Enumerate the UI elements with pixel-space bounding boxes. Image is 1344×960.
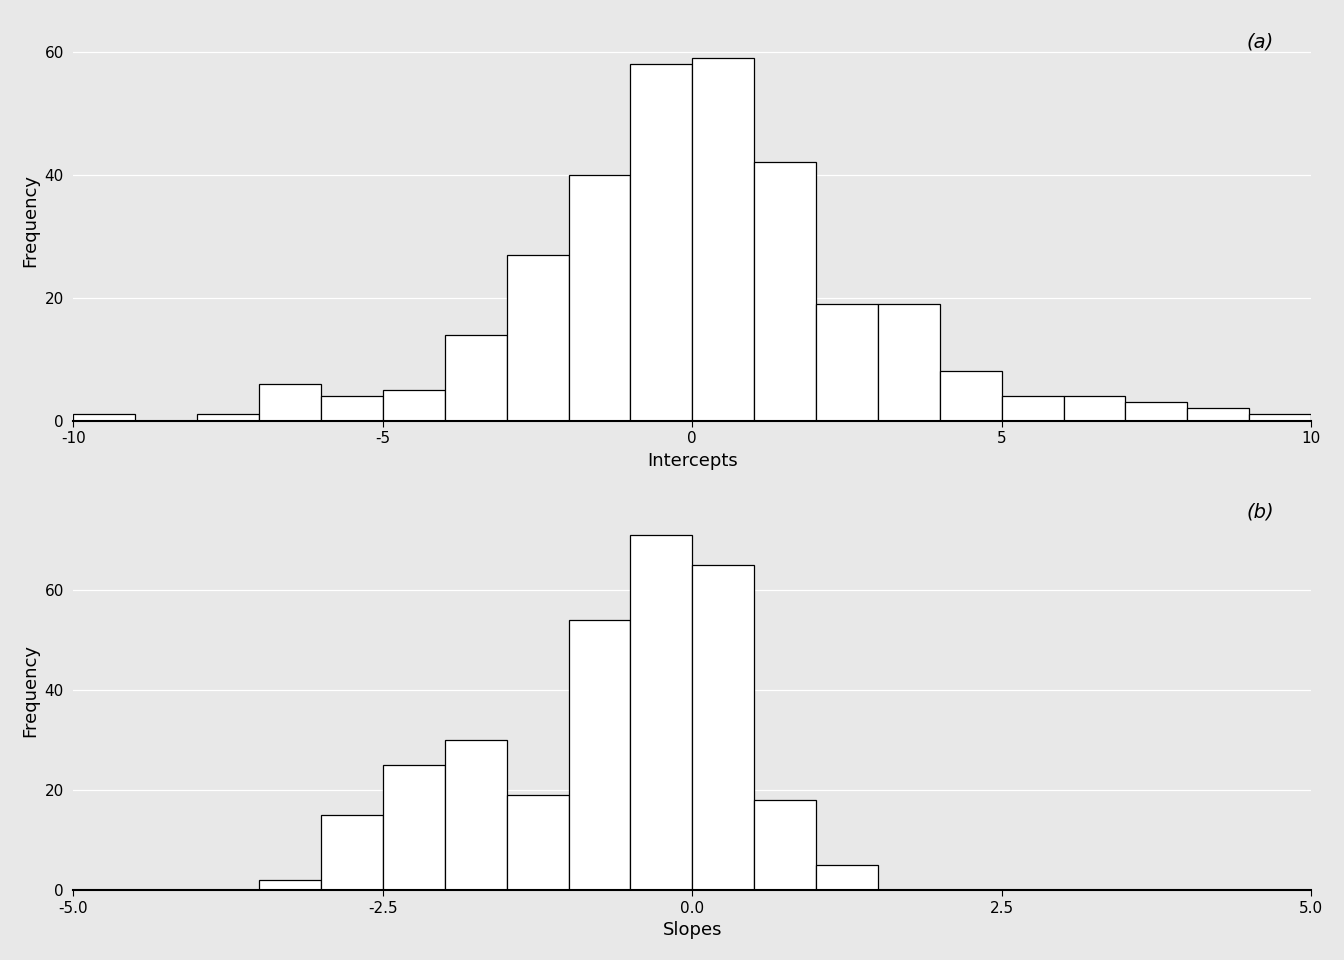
- Y-axis label: Frequency: Frequency: [22, 644, 39, 737]
- Bar: [383, 390, 445, 420]
- Bar: [321, 815, 383, 890]
- Bar: [939, 372, 1001, 420]
- Bar: [1187, 408, 1249, 420]
- Bar: [321, 396, 383, 420]
- Bar: [692, 565, 754, 890]
- Bar: [1063, 396, 1125, 420]
- Bar: [754, 801, 816, 890]
- Bar: [630, 536, 692, 890]
- Bar: [1125, 402, 1187, 420]
- Bar: [569, 620, 630, 890]
- Bar: [445, 334, 507, 420]
- Bar: [507, 254, 569, 420]
- Bar: [1001, 396, 1063, 420]
- Bar: [692, 58, 754, 420]
- X-axis label: Slopes: Slopes: [663, 922, 722, 939]
- Bar: [259, 880, 321, 890]
- Text: (b): (b): [1246, 502, 1274, 521]
- Bar: [74, 415, 136, 420]
- Bar: [445, 740, 507, 890]
- Bar: [383, 765, 445, 890]
- Bar: [816, 303, 878, 420]
- Bar: [569, 175, 630, 420]
- Bar: [878, 303, 939, 420]
- Bar: [754, 162, 816, 420]
- Bar: [259, 384, 321, 420]
- Bar: [507, 795, 569, 890]
- Bar: [630, 64, 692, 420]
- Y-axis label: Frequency: Frequency: [22, 174, 39, 267]
- Bar: [1249, 415, 1312, 420]
- X-axis label: Intercepts: Intercepts: [646, 451, 738, 469]
- Bar: [198, 415, 259, 420]
- Text: (a): (a): [1247, 33, 1274, 52]
- Bar: [816, 865, 878, 890]
